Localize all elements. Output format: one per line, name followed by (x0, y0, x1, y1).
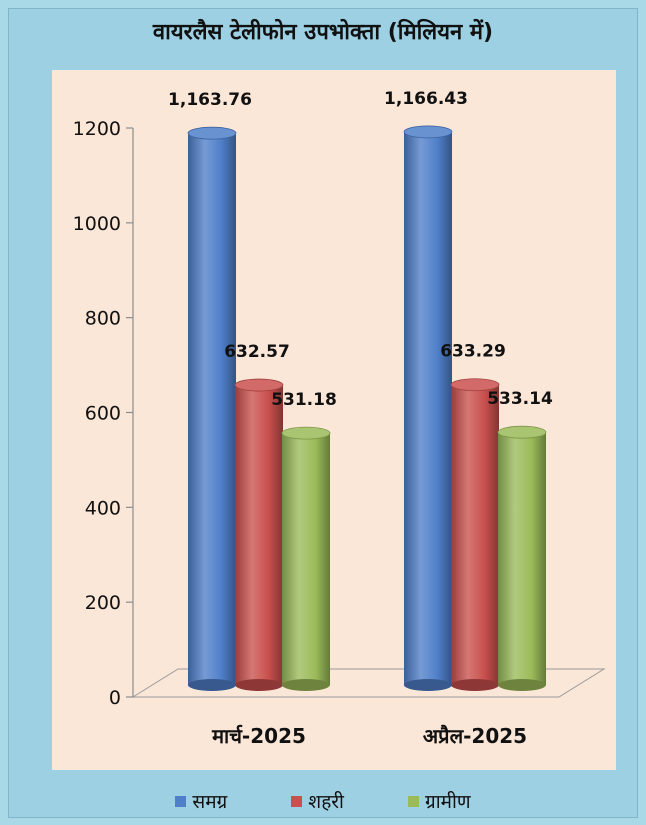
data-label: 632.57 (224, 342, 290, 362)
bar-bottom (188, 679, 236, 691)
legend: समग्र शहरी ग्रामीण (0, 786, 646, 816)
bar-bottom (498, 679, 546, 691)
bar-body (282, 433, 330, 685)
bar-top (234, 378, 284, 392)
bar-bottom (451, 679, 499, 691)
y-tick-label: 400 (85, 497, 121, 519)
bar-body (235, 385, 283, 685)
legend-item-overall: समग्र (175, 788, 227, 814)
bar-body (188, 133, 236, 685)
y-tick-label: 200 (85, 592, 121, 614)
x-category-label: मार्च-2025 (211, 724, 306, 748)
legend-swatch-rural (407, 795, 419, 807)
legend-label-rural: ग्रामीण (424, 791, 471, 813)
floor-outline (131, 668, 606, 698)
data-label: 1,163.76 (168, 90, 252, 110)
data-label: 1,166.43 (384, 89, 468, 109)
bar-top (403, 125, 453, 139)
data-label: 531.18 (271, 390, 337, 410)
bar-bottom (282, 679, 330, 691)
bar-top (281, 426, 331, 440)
legend-label-urban: शहरी (308, 791, 344, 813)
legend-swatch-overall (175, 795, 187, 807)
bar-bottom (404, 679, 452, 691)
x-category-label: अप्रैल-2025 (423, 724, 527, 748)
legend-swatch-urban (291, 795, 303, 807)
bar-top (187, 126, 237, 140)
y-tick-label: 0 (109, 687, 121, 709)
chart-title: वायरलैस टेलीफोन उपभोक्ता (मिलियन में) (152, 20, 494, 45)
bar-bottom (235, 679, 283, 691)
y-tick-label: 800 (85, 308, 121, 330)
data-label: 633.29 (440, 342, 506, 362)
bar-body (451, 384, 499, 685)
y-tick-label: 1000 (73, 213, 121, 235)
y-tick-label: 600 (85, 403, 121, 425)
legend-item-rural: ग्रामीण (407, 788, 471, 814)
bar-body (404, 131, 452, 685)
bar-top (497, 425, 547, 439)
legend-label-overall: समग्र (192, 791, 228, 813)
bar-top (450, 378, 500, 392)
y-tick-label: 1200 (73, 118, 121, 140)
bar-body (498, 432, 546, 685)
legend-item-urban: शहरी (291, 788, 344, 814)
data-label: 533.14 (487, 389, 553, 409)
